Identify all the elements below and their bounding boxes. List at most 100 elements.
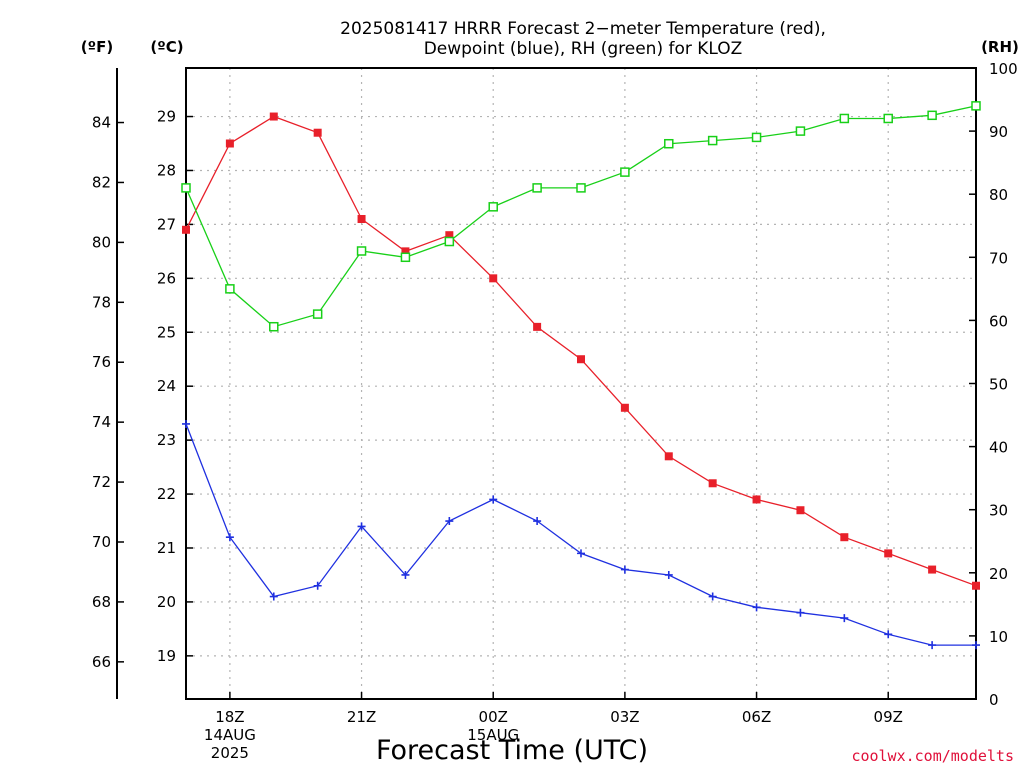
x-tick-label: 14AUG bbox=[204, 726, 256, 744]
celsius-tick-label: 23 bbox=[157, 431, 176, 449]
temperature-point bbox=[225, 139, 234, 148]
temperature-point bbox=[313, 128, 322, 137]
rh-tick-label: 100 bbox=[989, 60, 1018, 78]
temperature-point bbox=[577, 355, 585, 364]
temperature-point bbox=[533, 322, 542, 331]
rh-tick-label: 20 bbox=[989, 565, 1008, 583]
rh-tick-label: 0 bbox=[989, 691, 999, 709]
rh-series bbox=[181, 101, 981, 332]
rh-point bbox=[707, 135, 718, 146]
dewpoint-point bbox=[840, 614, 849, 623]
dewpoint-line bbox=[185, 423, 976, 646]
x-tick-label: 18Z bbox=[215, 708, 244, 726]
dewpoint-point bbox=[620, 565, 629, 574]
rh-tick-label: 30 bbox=[989, 502, 1008, 520]
temperature-point bbox=[708, 479, 717, 488]
fahrenheit-tick-label: 68 bbox=[92, 593, 111, 611]
dewpoint-point bbox=[928, 641, 937, 650]
fahrenheit-unit-label: (ºF) bbox=[81, 38, 113, 56]
x-tick-label: 00Z bbox=[479, 708, 508, 726]
temperature-point bbox=[972, 581, 980, 590]
celsius-tick-label: 27 bbox=[157, 215, 176, 233]
temperature-point bbox=[796, 506, 805, 515]
x-tick-label: 2025 bbox=[211, 744, 249, 762]
fahrenheit-tick-label: 72 bbox=[92, 473, 111, 491]
rh-point bbox=[620, 167, 630, 177]
rh-point bbox=[488, 202, 498, 212]
rh-point bbox=[883, 113, 893, 124]
rh-point bbox=[225, 284, 235, 294]
rh-tick-label: 40 bbox=[989, 439, 1008, 457]
rh-point bbox=[576, 183, 586, 193]
dewpoint-point bbox=[445, 517, 454, 526]
temperature-point bbox=[269, 112, 278, 121]
dewpoint-point bbox=[972, 641, 980, 650]
rh-point bbox=[356, 246, 367, 256]
fahrenheit-tick-label: 80 bbox=[92, 233, 111, 251]
axes: 66 68 70 72 74 76 78 80 82 84 19 20 21 22 23 24 25 26 27 28… bbox=[92, 60, 1018, 762]
x-tick-label: 21Z bbox=[347, 708, 376, 726]
x-tick-label: 15AUG bbox=[467, 726, 519, 744]
fahrenheit-tick-label: 70 bbox=[92, 533, 111, 551]
dewpoint-point bbox=[401, 570, 410, 579]
temperature-point bbox=[884, 549, 893, 558]
rh-tick-label: 70 bbox=[989, 249, 1008, 267]
dewpoint-point bbox=[182, 419, 190, 428]
rh-point bbox=[751, 132, 762, 143]
celsius-tick-label: 26 bbox=[157, 269, 176, 287]
rh-point bbox=[400, 252, 411, 263]
rh-point bbox=[181, 183, 191, 193]
rh-point bbox=[795, 126, 806, 136]
rh-point bbox=[971, 101, 981, 111]
temperature-point bbox=[401, 247, 410, 256]
series-layer bbox=[181, 101, 981, 650]
rh-tick-label: 50 bbox=[989, 376, 1008, 394]
dewpoint-point bbox=[664, 570, 673, 579]
dewpoint-point bbox=[884, 630, 893, 639]
dewpoint-point bbox=[225, 533, 234, 542]
fahrenheit-tick-label: 76 bbox=[92, 353, 111, 371]
temperature-point bbox=[357, 215, 366, 224]
temperature-point bbox=[445, 231, 454, 240]
rh-tick-label: 10 bbox=[989, 628, 1008, 646]
temperature-point bbox=[664, 452, 673, 461]
fahrenheit-tick-label: 66 bbox=[92, 653, 111, 671]
rh-point bbox=[927, 110, 937, 121]
dewpoint-point bbox=[269, 592, 278, 601]
rh-point bbox=[664, 138, 674, 149]
celsius-tick-label: 22 bbox=[157, 485, 176, 503]
celsius-tick-label: 29 bbox=[157, 108, 176, 126]
fahrenheit-tick-label: 78 bbox=[92, 293, 111, 311]
dewpoint-point bbox=[752, 603, 761, 612]
rh-unit-label: (RH) bbox=[981, 38, 1019, 56]
rh-point bbox=[839, 113, 850, 124]
dewpoint-series bbox=[182, 419, 980, 650]
x-tick-label: 03Z bbox=[610, 708, 639, 726]
temperature-point bbox=[489, 274, 498, 283]
plot-frame bbox=[185, 67, 977, 700]
rh-tick-label: 60 bbox=[989, 312, 1008, 330]
celsius-tick-label: 24 bbox=[157, 377, 176, 395]
celsius-tick-label: 28 bbox=[157, 161, 176, 179]
dewpoint-point bbox=[313, 581, 322, 590]
dewpoint-point bbox=[796, 608, 805, 617]
temperature-point bbox=[182, 225, 190, 234]
dewpoint-point bbox=[533, 517, 542, 526]
x-tick-label: 09Z bbox=[874, 708, 903, 726]
celsius-tick-label: 21 bbox=[157, 539, 176, 557]
temperature-series bbox=[182, 112, 980, 590]
temperature-point bbox=[928, 565, 937, 574]
fahrenheit-tick-label: 74 bbox=[92, 413, 111, 431]
dewpoint-point bbox=[357, 522, 366, 531]
rh-point bbox=[444, 236, 455, 247]
dewpoint-point bbox=[489, 495, 498, 504]
rh-point bbox=[269, 321, 279, 332]
chart-title-line2: Dewpoint (blue), RH (green) for KLOZ bbox=[424, 39, 743, 59]
grid bbox=[186, 68, 976, 699]
x-axis-title: Forecast Time (UTC) bbox=[376, 735, 648, 766]
celsius-tick-label: 19 bbox=[157, 647, 176, 665]
celsius-unit-label: (ºC) bbox=[150, 38, 183, 56]
fahrenheit-tick-label: 84 bbox=[92, 114, 111, 132]
dewpoint-point bbox=[577, 549, 585, 558]
